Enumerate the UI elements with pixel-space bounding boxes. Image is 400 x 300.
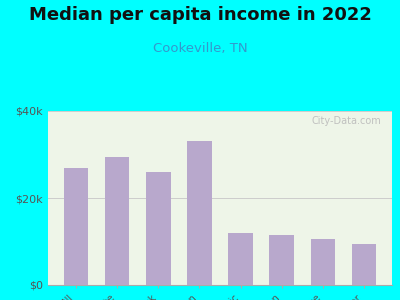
Bar bbox=[146, 172, 171, 285]
Bar bbox=[310, 239, 335, 285]
Bar bbox=[352, 244, 376, 285]
Text: City-Data.com: City-Data.com bbox=[312, 116, 382, 126]
Bar bbox=[64, 167, 88, 285]
Bar bbox=[228, 233, 253, 285]
Bar bbox=[187, 141, 212, 285]
Text: Cookeville, TN: Cookeville, TN bbox=[153, 42, 247, 55]
Bar bbox=[269, 235, 294, 285]
Text: Median per capita income in 2022: Median per capita income in 2022 bbox=[28, 6, 372, 24]
Bar bbox=[105, 157, 130, 285]
